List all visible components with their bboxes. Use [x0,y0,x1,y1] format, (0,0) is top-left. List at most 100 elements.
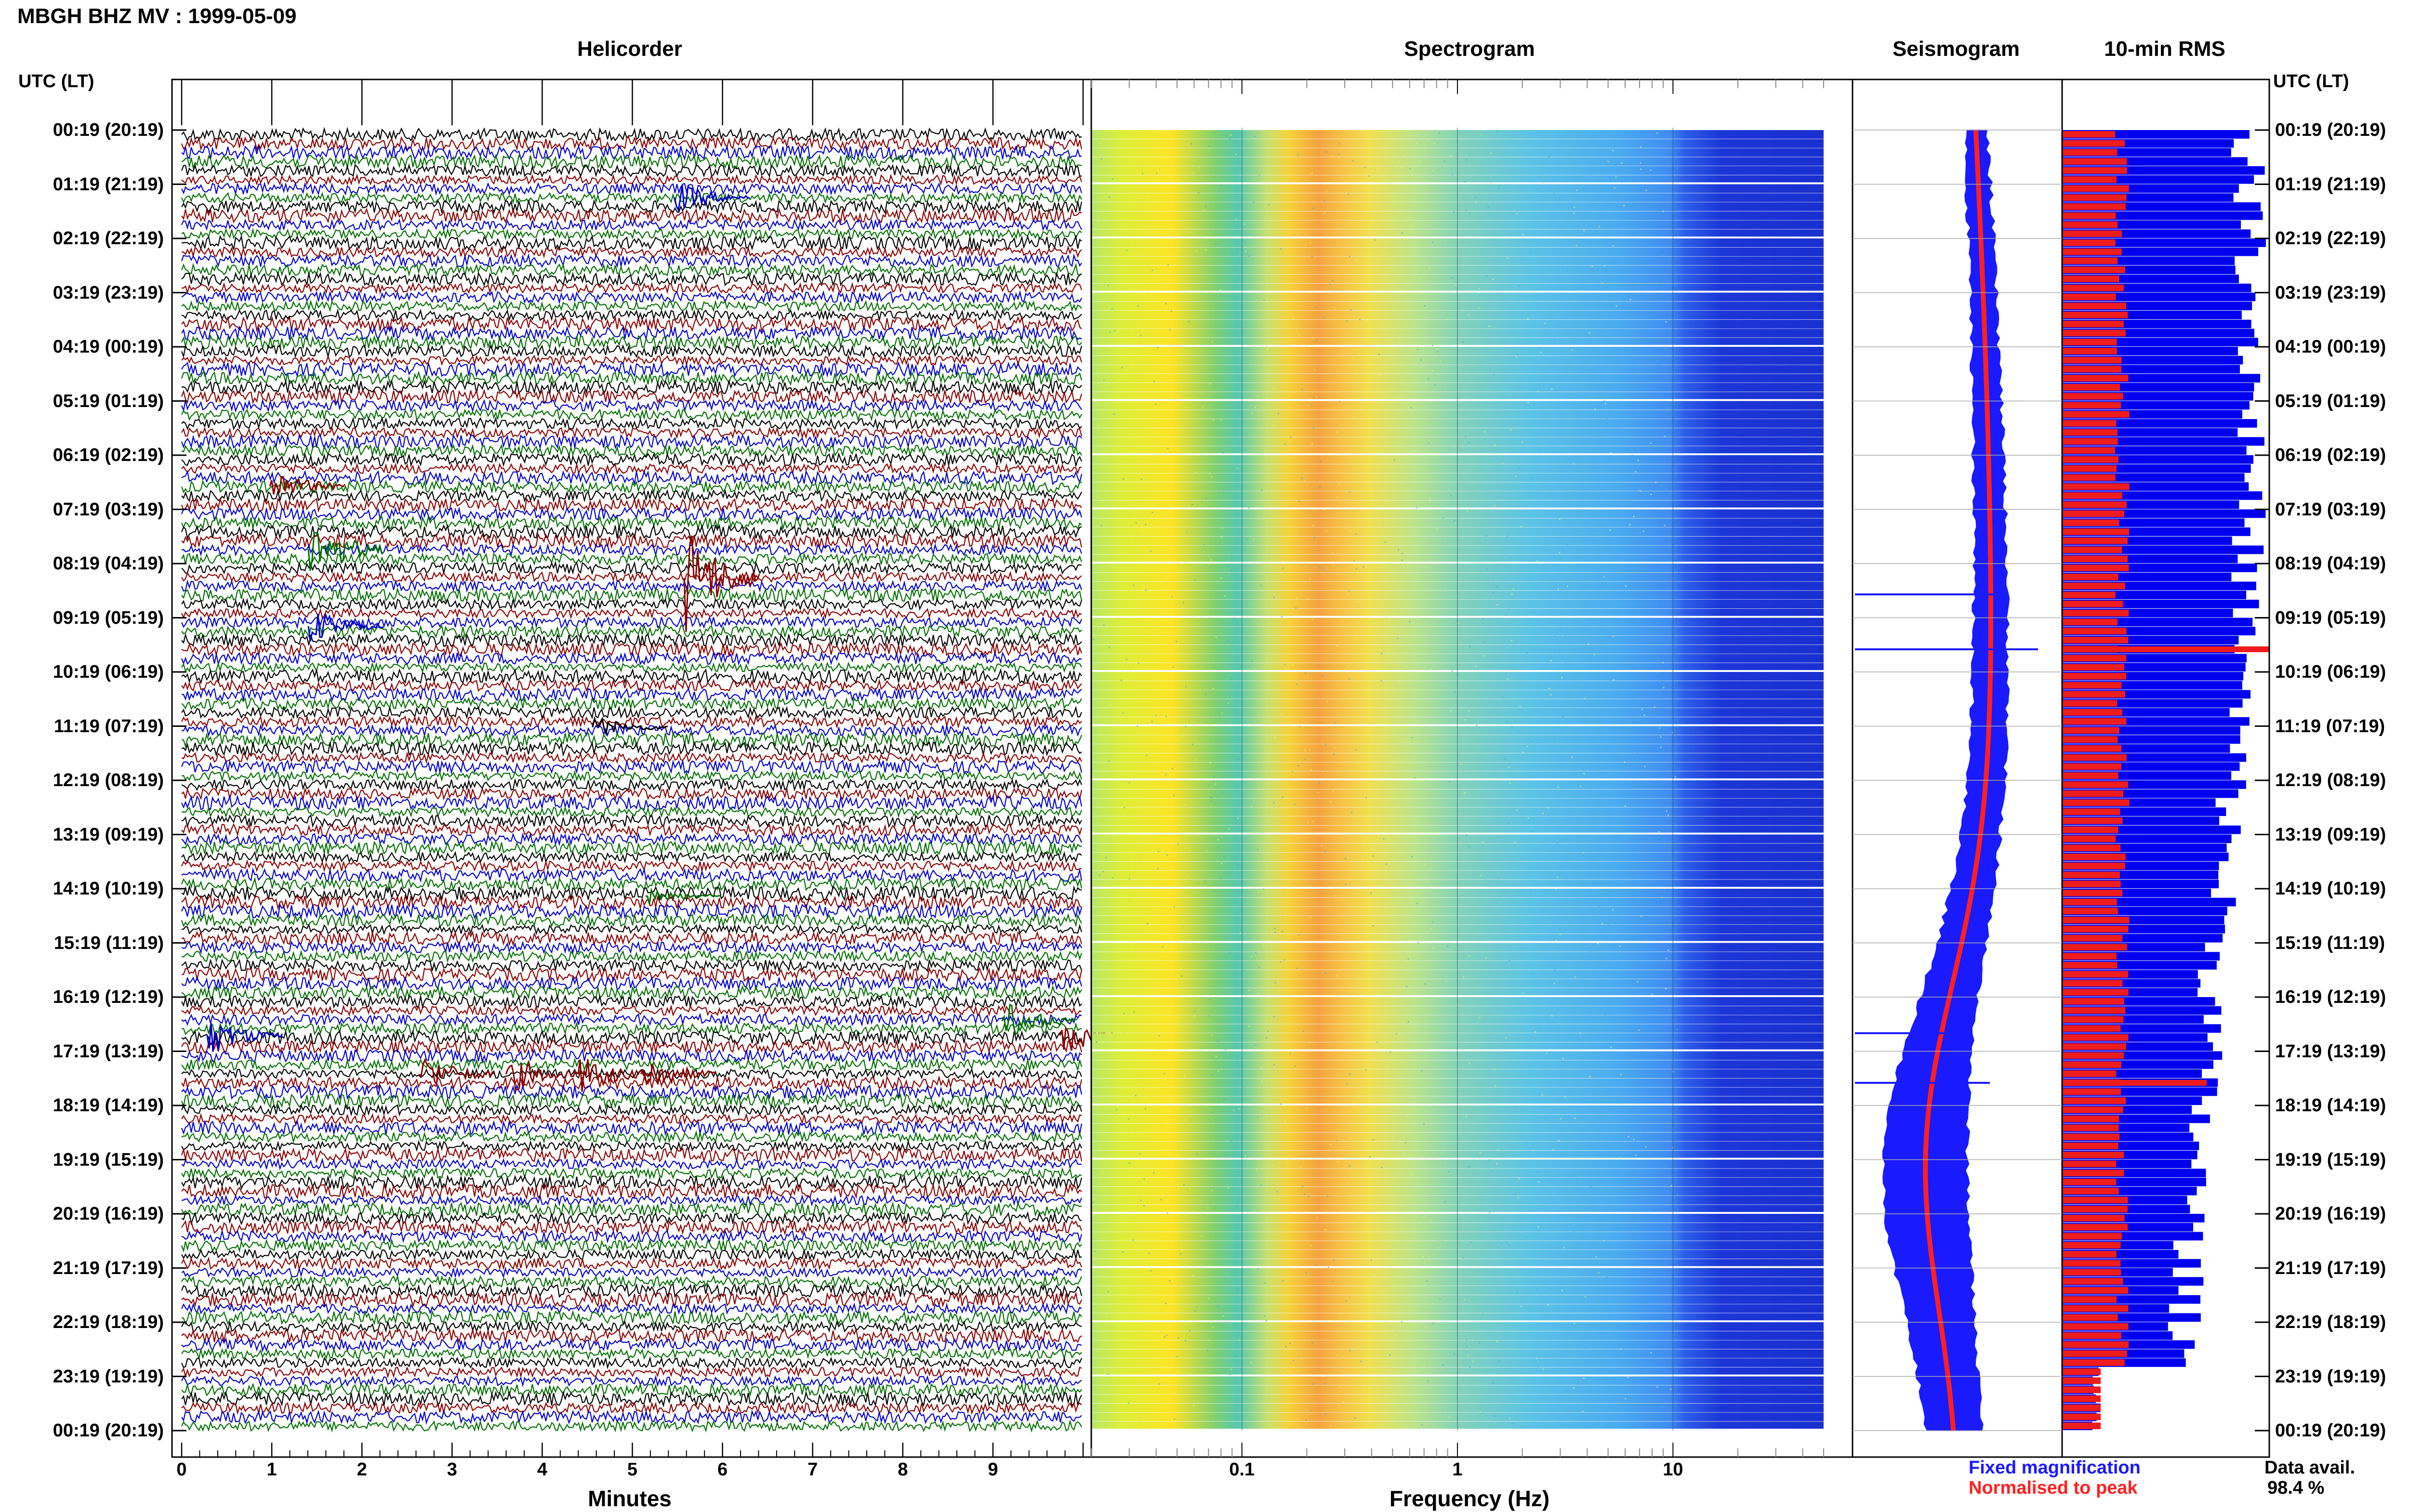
spectrogram-speckle [1237,864,1239,866]
helicorder-trace [181,1103,1083,1117]
spectrogram-speckle [1571,349,1573,351]
spectrogram-speckle [1331,280,1333,282]
helicorder-trace [181,543,1083,557]
time-label-left-22: 22:19 (18:19) [53,1312,164,1332]
spectrogram-speckle [1360,1360,1362,1362]
time-label-left-6: 06:19 (02:19) [53,445,164,465]
spectrogram-speckle [1350,309,1351,311]
spectrogram-speckle [1496,604,1498,605]
spectrogram-speckle [1173,1392,1175,1394]
spectrogram-xlabel: Frequency (Hz) [1389,1486,1550,1511]
spectrogram-speckle [1257,1116,1258,1118]
spectrogram-speckle [1294,803,1296,805]
spectrogram-speckle [1326,700,1328,702]
spectrogram-speckle [1336,1140,1338,1142]
spectrogram-speckle [1121,670,1123,671]
spectrogram-speckle [1377,648,1379,650]
spectrogram-speckle [1224,595,1226,597]
spectrogram-speckle [1604,403,1606,405]
helicorder-trace [181,1328,1082,1344]
spectrogram-speckle [1417,348,1419,350]
spectrogram-speckle [1230,134,1232,136]
spectrogram-speckle [1558,1140,1560,1142]
rms-bar-normalised [2062,1034,2129,1041]
spectrogram-xtick-0.1: 0.1 [1229,1459,1255,1480]
helicorder-trace [181,751,1082,764]
spectrogram-speckle [1468,442,1470,444]
spectrogram-speckle [1103,624,1105,626]
spectrogram-speckle [1643,714,1645,716]
spectrogram-speckle [1479,1152,1481,1154]
helicorder-event [307,612,384,642]
spectrogram-speckle [1655,481,1657,483]
spectrogram-speckle [1254,407,1256,408]
spectrogram-speckle [1284,443,1286,445]
spectrogram-speckle [1447,945,1449,947]
spectrogram-speckle [1612,245,1614,247]
spectrogram-speckle [1347,594,1349,596]
rms-title: 10-min RMS [2104,37,2225,61]
spectrogram-speckle [1395,1334,1397,1336]
spectrogram-speckle [1297,765,1299,767]
spectrogram-speckle [1211,341,1213,343]
helicorder-trace [181,1174,1083,1190]
spectrogram-speckle [1555,940,1557,942]
helicorder-trace [181,173,1083,186]
spectrogram-speckle [1379,374,1381,376]
spectrogram-speckle [1541,1094,1543,1096]
spectrogram-speckle [1632,175,1634,177]
spectrogram-speckle [1380,680,1382,682]
spectrogram-speckle [1282,931,1284,933]
spectrogram-speckle [1416,142,1418,144]
helicorder-trace [181,408,1082,421]
spectrogram-speckle [1671,732,1673,734]
helicorder-trace [181,163,1082,178]
spectrogram-speckle [1600,772,1602,774]
spectrogram-speckle [1230,1368,1232,1370]
spectrogram-speckle [1277,413,1279,415]
rms-bar-normalised [2062,817,2123,824]
spectrogram-speckle [1557,876,1559,878]
spectrogram-speckle [1221,1052,1223,1054]
helicorder-trace [181,650,1082,666]
spectrogram-speckle [1475,197,1476,198]
spectrogram-speckle [1305,344,1307,346]
spectrogram-speckle [1143,1205,1145,1207]
spectrogram-speckle [1157,868,1159,869]
spectrogram-speckle [1666,488,1668,489]
spectrogram-speckle [1220,184,1222,186]
spectrogram-speckle [1164,1336,1165,1338]
spectrogram-speckle [1485,957,1487,959]
spectrogram-speckle [1522,234,1524,236]
time-label-left-23: 23:19 (19:19) [53,1366,164,1387]
rms-bar-normalised [2062,1088,2121,1095]
spectrogram-speckle [1542,812,1544,814]
spectrogram-speckle [1507,257,1509,259]
spectrogram-speckle [1247,539,1248,540]
helicorder-trace [181,597,1083,611]
helicorder-xtick-6: 6 [717,1459,728,1480]
spectrogram-speckle [1409,168,1411,170]
spectrogram-speckle [1635,471,1637,473]
spectrogram-speckle [1563,1247,1565,1249]
spectrogram-speckle [1229,1374,1231,1376]
spectrogram-speckle [1620,146,1622,148]
spectrogram-speckle [1407,1021,1409,1023]
spectrogram-speckle [1664,887,1666,889]
rms-bar-normalised [2062,890,2123,896]
spectrogram-speckle [1211,476,1212,478]
spectrogram-speckle [1592,1390,1594,1392]
rms-bar-normalised [2062,1260,2121,1267]
spectrogram-speckle [1520,526,1522,527]
spectrogram-speckle [1208,1340,1210,1341]
spectrogram-speckle [1255,1044,1257,1046]
spectrogram-speckle [1443,517,1444,519]
spectrogram-speckle [1167,447,1169,449]
spectrogram-speckle [1641,709,1643,710]
rms-bar-normalised [2062,1151,2124,1158]
spectrogram-speckle [1336,496,1338,498]
spectrogram-speckle [1233,617,1235,619]
spectrogram-speckle [1351,1202,1353,1204]
spectrogram-speckle [1403,155,1404,157]
spectrogram-speckle [1144,1108,1146,1109]
